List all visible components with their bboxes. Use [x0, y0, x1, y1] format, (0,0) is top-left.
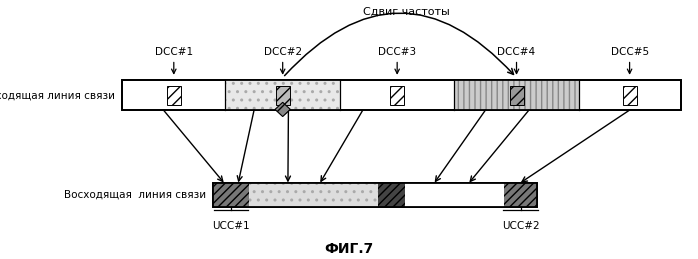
Text: DCC#2: DCC#2 [264, 47, 302, 57]
Bar [213, 183, 537, 207]
Bar [405, 183, 504, 207]
Bar [390, 86, 404, 105]
Text: UCC#2: UCC#2 [502, 221, 540, 232]
Bar [122, 80, 681, 110]
Text: Нисходящая линия связи: Нисходящая линия связи [0, 90, 115, 100]
Bar [249, 183, 378, 207]
Polygon shape [275, 102, 290, 117]
Bar [213, 183, 249, 207]
Bar [510, 86, 524, 105]
Bar [122, 80, 681, 110]
Text: UCC#1: UCC#1 [212, 221, 250, 232]
Bar [213, 183, 537, 207]
Text: DCC#1: DCC#1 [155, 47, 193, 57]
Bar [276, 86, 290, 105]
Bar [167, 86, 181, 105]
Text: Восходящая  линия связи: Восходящая линия связи [64, 190, 206, 200]
Bar [623, 86, 637, 105]
Bar [454, 80, 579, 110]
Text: DCC#3: DCC#3 [378, 47, 416, 57]
Text: Сдвиг частоты: Сдвиг частоты [363, 7, 450, 17]
Bar [504, 183, 537, 207]
Bar [378, 183, 405, 207]
Text: ФИГ.7: ФИГ.7 [325, 242, 373, 256]
Text: DCC#4: DCC#4 [498, 47, 535, 57]
Text: DCC#5: DCC#5 [611, 47, 648, 57]
Bar [225, 80, 340, 110]
